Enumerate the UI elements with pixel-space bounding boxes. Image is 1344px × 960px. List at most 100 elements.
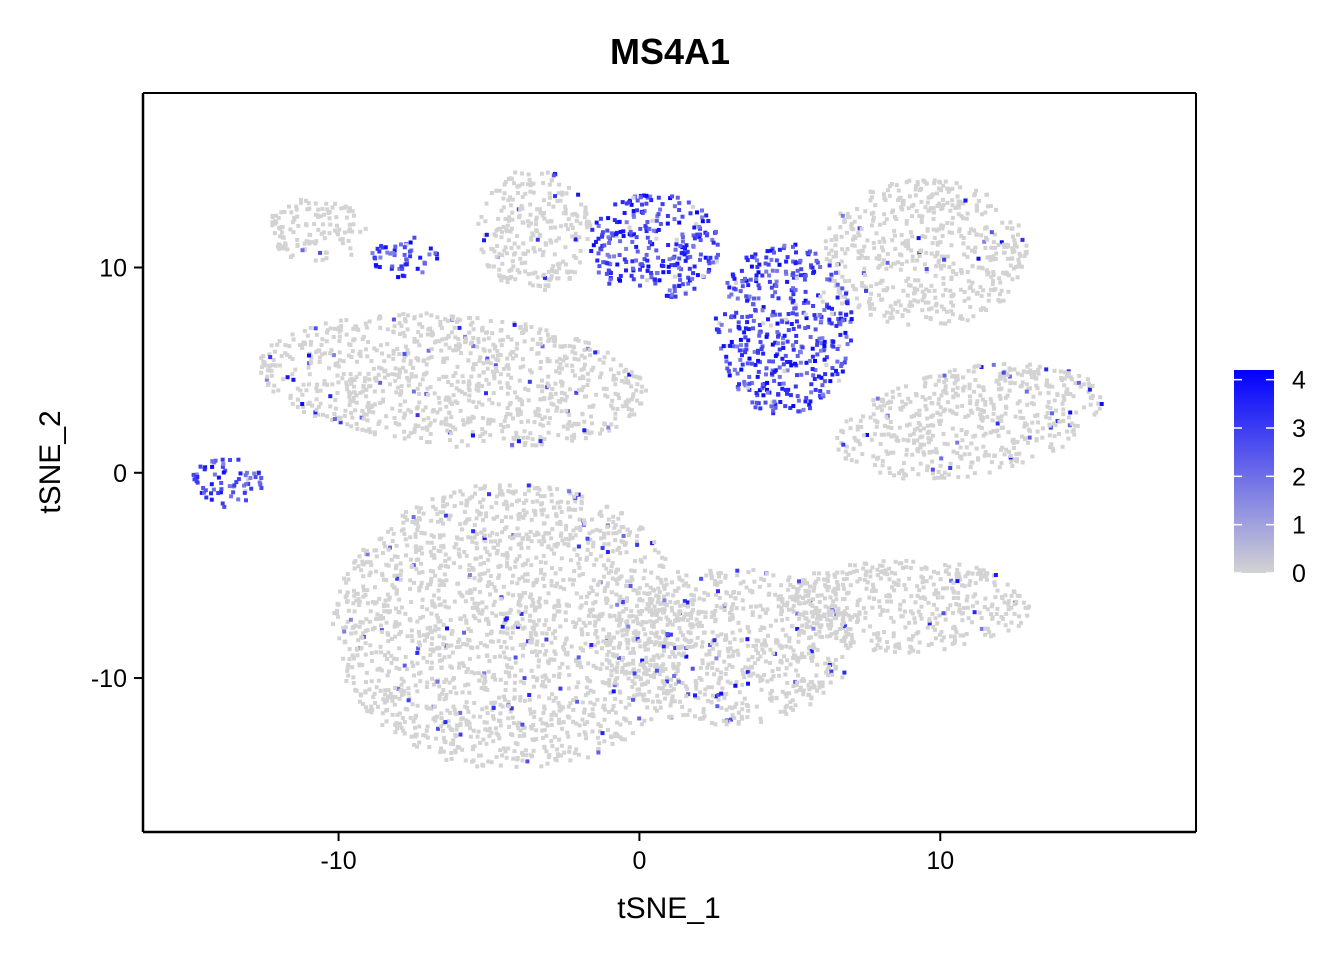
cell-point [572,356,577,361]
cell-point [831,254,836,259]
cell-point [829,609,834,614]
cell-point [510,442,515,447]
cell-point [877,293,881,298]
cell-point [993,583,997,588]
cell-point [522,733,527,738]
cell-point [898,607,902,612]
cell-point [649,608,654,613]
cell-point [1065,392,1070,396]
cell-point [730,713,735,718]
cell-point [439,348,444,353]
cell-point [399,676,404,681]
cell-point [615,665,620,670]
cell-point [557,665,562,670]
cell-point [393,686,397,690]
cell-point [734,701,739,706]
cell-point [503,688,508,692]
cell-point [615,720,620,725]
cell-point [948,461,953,466]
cell-point [1003,411,1008,416]
cell-point [399,528,404,533]
cell-point [388,545,392,550]
cell-point [413,518,418,523]
cell-point [512,624,517,629]
cell-point [382,359,387,364]
cell-point [680,653,685,658]
cell-point [483,686,488,690]
cell-point [489,760,494,765]
cell-point [714,604,719,609]
cell-point [494,500,499,505]
cell-point [386,354,391,359]
cell-point [429,313,434,318]
cell-point [808,624,813,629]
cell-point [845,632,850,637]
cell-point [467,398,472,403]
cell-point [877,604,882,609]
cell-point [640,384,645,389]
cell-point [482,681,486,686]
cell-point [435,679,440,684]
cell-point [1069,421,1074,426]
cell-point [588,353,593,358]
cell-point [441,622,446,627]
cell-point [906,322,911,327]
cell-point [454,386,459,391]
cell-point [441,545,446,550]
cell-point [351,601,356,606]
cell-point [585,536,590,541]
cell-point [916,630,921,635]
cell-point [567,489,572,494]
cell-point [441,736,446,741]
cell-point [405,543,410,548]
cell-point [638,662,643,667]
cell-point [819,614,824,619]
cell-point [933,295,938,300]
cell-point [435,714,440,719]
cell-point [532,533,537,537]
cell-point [350,415,355,420]
cell-point [574,621,579,626]
cell-point [743,665,748,670]
cell-point [1013,414,1018,419]
cell-point [913,290,918,295]
cell-point [506,489,511,494]
cell-point [553,584,558,589]
cell-point [453,335,458,340]
cell-point [878,442,883,446]
cell-point [416,358,421,363]
cell-point [368,643,373,648]
cell-point [873,203,878,208]
cell-point [928,316,933,320]
cell-point [509,665,514,670]
cell-point [516,410,521,415]
cell-point [516,609,521,614]
cell-point [519,668,524,673]
cell-point [860,281,865,285]
cell-point [536,664,541,669]
cell-point [936,397,941,402]
cell-point [600,646,604,651]
cell-point [631,392,636,397]
cell-point [716,571,721,576]
cell-point [1063,370,1067,375]
cell-point [919,616,924,621]
cell-point [541,537,546,542]
cell-point [625,596,629,601]
cell-point [546,661,551,666]
cell-point [440,691,444,696]
cell-point [754,648,759,653]
cell-point [654,662,659,667]
cell-point [707,652,712,657]
cell-point [370,600,375,604]
cell-point [403,319,408,324]
cell-point [524,753,529,758]
cell-point [528,711,533,716]
cell-point [336,327,341,332]
cell-point [354,393,359,398]
cell-point [401,358,406,363]
cell-point [811,642,816,647]
cell-point [602,542,607,547]
cell-point [544,749,549,754]
cell-point [1017,261,1022,266]
